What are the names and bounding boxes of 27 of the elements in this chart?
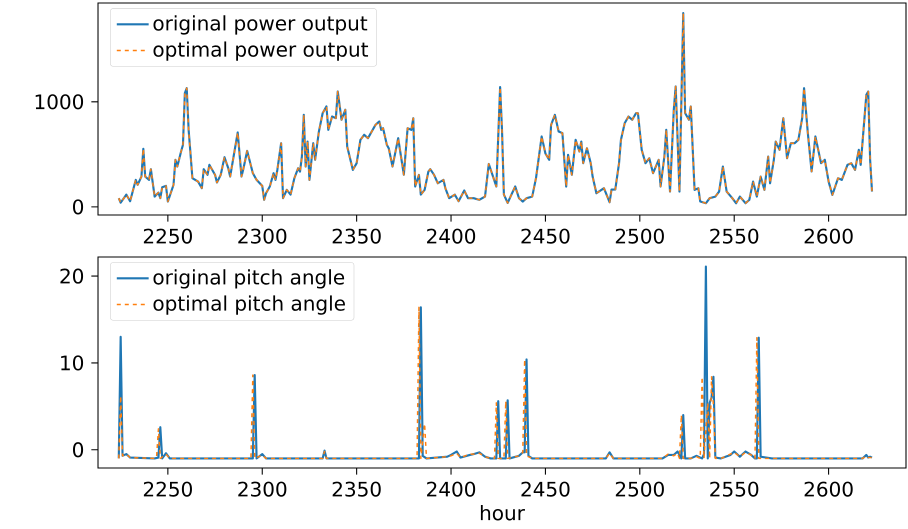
x-tick-label: 2300	[238, 228, 286, 244]
y-tick-label: 1000	[36, 94, 84, 110]
x-tick-label: 2550	[710, 482, 758, 497]
legend-label: optimal pitch angle	[154, 295, 345, 315]
x-tick-label: 2450	[521, 228, 570, 244]
x-tick-label: 2250	[144, 228, 192, 244]
x-tick-label: 2550	[710, 228, 758, 244]
legend-label: original pitch angle	[154, 269, 344, 289]
x-tick-label: 2600	[804, 482, 853, 497]
x-tick-label: 2450	[521, 482, 570, 497]
x-tick-label: 2500	[616, 482, 664, 497]
y-tick-label: 10	[61, 355, 84, 370]
x-tick-label: 2500	[616, 228, 664, 244]
y-tick-label: 20	[60, 268, 84, 284]
x-tick-label: 2300	[238, 482, 286, 497]
x-tick-label: 2350	[332, 228, 381, 244]
x-tick-label: 2350	[332, 482, 381, 497]
legend-label: optimal power output	[154, 41, 368, 61]
x-axis-title: hour	[480, 504, 525, 520]
x-tick-label: 2400	[427, 482, 476, 497]
line-series	[118, 265, 874, 460]
legend-label: original power output	[154, 15, 368, 35]
x-tick-label: 2600	[804, 228, 853, 244]
x-tick-label: 2400	[427, 228, 476, 244]
x-tick-label: 2250	[144, 482, 192, 497]
y-tick-label: 0	[73, 442, 84, 458]
y-tick-label: 0	[73, 199, 84, 214]
